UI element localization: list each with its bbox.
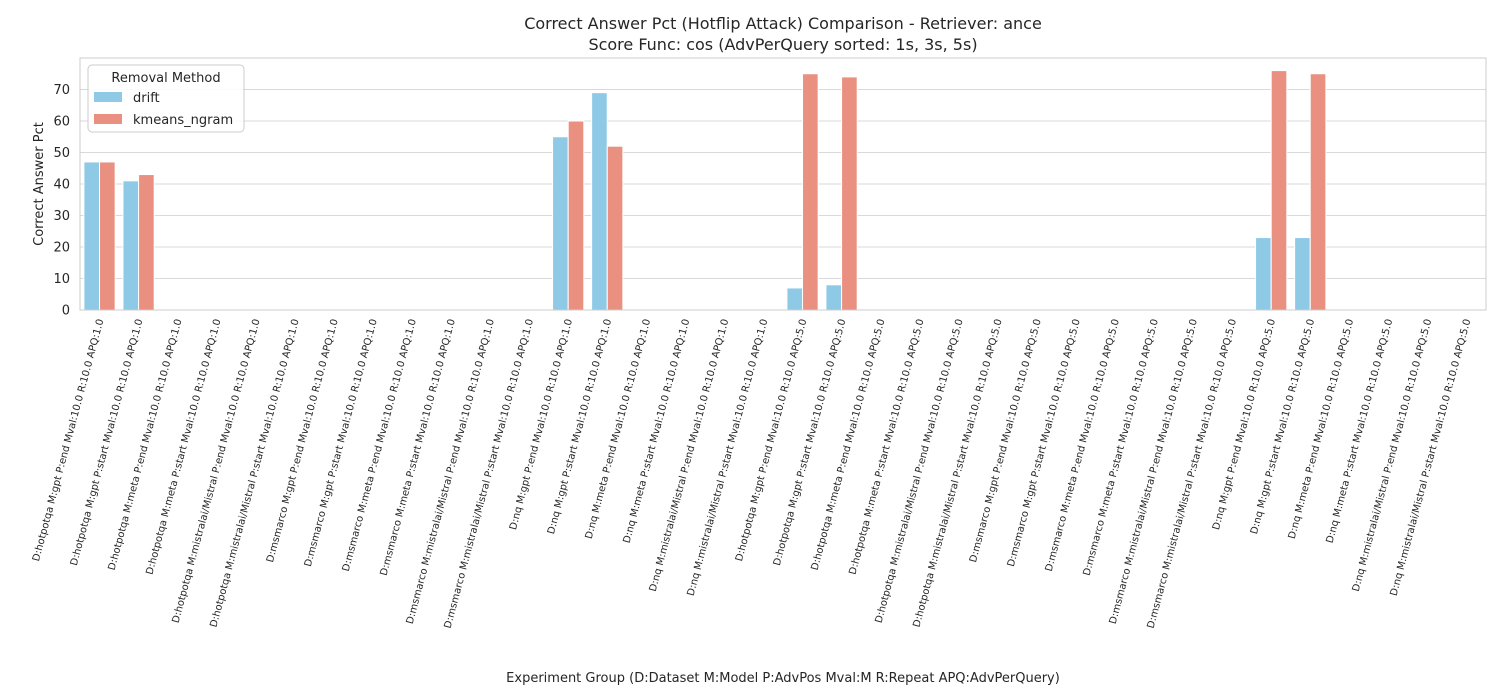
plot-frame	[79, 57, 1487, 311]
y-tick-label: 20	[53, 241, 70, 256]
x-tick-label: D:nq M:mistralai/Mistral P:end Mval:10.0…	[648, 318, 732, 593]
x-tick-label: D:hotpotqa M:gpt P:end Mval:10.0 R:10.0 …	[734, 318, 809, 563]
x-tick-label: D:msmarco M:meta P:start Mval:10.0 R:10.…	[379, 318, 458, 577]
bar-kmeans-ngram	[841, 76, 858, 311]
x-tick-label: D:hotpotqa M:meta P:start Mval:10.0 R:10…	[848, 318, 927, 576]
x-tick-label: D:hotpotqa M:gpt P:start Mval:10.0 R:10.…	[69, 318, 146, 567]
y-tick-label: 30	[53, 209, 70, 224]
x-tick-labels: D:hotpotqa M:gpt P:end Mval:10.0 R:10.0 …	[31, 318, 1473, 630]
x-tick-label: D:msmarco M:gpt P:end Mval:10.0 R:10.0 A…	[968, 318, 1044, 564]
bar-drift	[591, 92, 608, 311]
bar-drift	[552, 136, 569, 311]
x-tick-label: D:nq M:meta P:start Mval:10.0 R:10.0 APQ…	[1325, 318, 1396, 545]
y-tick-label: 50	[53, 146, 70, 161]
bar-drift	[122, 180, 140, 311]
grid-lines	[80, 89, 1486, 311]
x-tick-label: D:nq M:mistralai/Mistral P:end Mval:10.0…	[1351, 318, 1435, 593]
bar-drift	[825, 284, 843, 311]
x-tick-label: D:msmarco M:meta P:start Mval:10.0 R:10.…	[1082, 318, 1161, 577]
x-tick-label: D:msmarco M:meta P:end Mval:10.0 R:10.0 …	[1044, 318, 1122, 573]
x-tick-label: D:msmarco M:gpt P:start Mval:10.0 R:10.0…	[303, 318, 380, 568]
bars	[83, 70, 1327, 311]
bar-drift	[83, 161, 101, 311]
y-tick-labels: 0 10 20 30 40 50 60 70	[53, 83, 70, 319]
legend: Removal Method drift kmeans_ngram	[87, 64, 245, 133]
y-tick-label: 40	[53, 178, 70, 193]
bar-kmeans-ngram	[1309, 73, 1327, 311]
bar-kmeans-ngram	[567, 120, 585, 311]
x-tick-label: D:nq M:meta P:start Mval:10.0 R:10.0 APQ…	[622, 318, 693, 545]
legend-swatch-drift	[94, 92, 122, 102]
bar-kmeans-ngram	[606, 145, 624, 311]
chart-subtitle: Score Func: cos (AdvPerQuery sorted: 1s,…	[588, 35, 977, 54]
y-tick-label: 0	[62, 304, 70, 319]
legend-box	[87, 64, 245, 133]
bar-kmeans-ngram	[138, 174, 155, 311]
legend-swatch-kmeans-ngram	[94, 114, 122, 124]
x-tick-label: D:hotpotqa M:meta P:end Mval:10.0 R:10.0…	[107, 318, 185, 572]
legend-title: Removal Method	[111, 71, 220, 86]
bar-kmeans-ngram	[99, 161, 116, 311]
x-tick-label: D:hotpotqa M:meta P:start Mval:10.0 R:10…	[145, 318, 224, 576]
x-tick-label: D:msmarco M:gpt P:start Mval:10.0 R:10.0…	[1006, 318, 1083, 568]
x-tick-label: D:hotpotqa M:mistralai/Mistral P:end Mva…	[171, 318, 263, 624]
y-tick-label: 10	[53, 272, 70, 287]
x-tick-label: D:hotpotqa M:gpt P:end Mval:10.0 R:10.0 …	[31, 318, 106, 563]
bar-drift	[1255, 237, 1272, 311]
x-axis-label: Experiment Group (D:Dataset M:Model P:Ad…	[506, 671, 1060, 686]
bar-kmeans-ngram	[802, 73, 819, 311]
bar-kmeans-ngram	[1270, 70, 1288, 311]
y-tick-label: 60	[53, 115, 70, 130]
legend-label-kmeans-ngram: kmeans_ngram	[133, 113, 233, 128]
legend-label-drift: drift	[133, 91, 160, 106]
x-tick-label: D:msmarco M:mistralai/Mistral P:end Mval…	[405, 318, 497, 626]
bar-drift	[1294, 237, 1311, 311]
x-tick-label: D:hotpotqa M:mistralai/Mistral P:end Mva…	[874, 318, 966, 624]
x-tick-label: D:nq M:mistralai/Mistral P:start Mval:10…	[1389, 318, 1474, 597]
x-tick-label: D:hotpotqa M:meta P:end Mval:10.0 R:10.0…	[810, 318, 888, 572]
y-tick-label: 70	[53, 83, 70, 98]
x-tick-label: D:msmarco M:gpt P:end Mval:10.0 R:10.0 A…	[265, 318, 341, 564]
x-tick-label: D:nq M:mistralai/Mistral P:start Mval:10…	[686, 318, 771, 597]
bar-drift	[786, 287, 804, 311]
x-tick-label: D:msmarco M:mistralai/Mistral P:end Mval…	[1108, 318, 1200, 626]
x-tick-label: D:msmarco M:meta P:end Mval:10.0 R:10.0 …	[341, 318, 419, 573]
x-tick-label: D:hotpotqa M:gpt P:start Mval:10.0 R:10.…	[772, 318, 849, 567]
y-axis-label: Correct Answer Pct	[32, 122, 47, 246]
chart-title: Correct Answer Pct (Hotflip Attack) Comp…	[524, 14, 1042, 33]
